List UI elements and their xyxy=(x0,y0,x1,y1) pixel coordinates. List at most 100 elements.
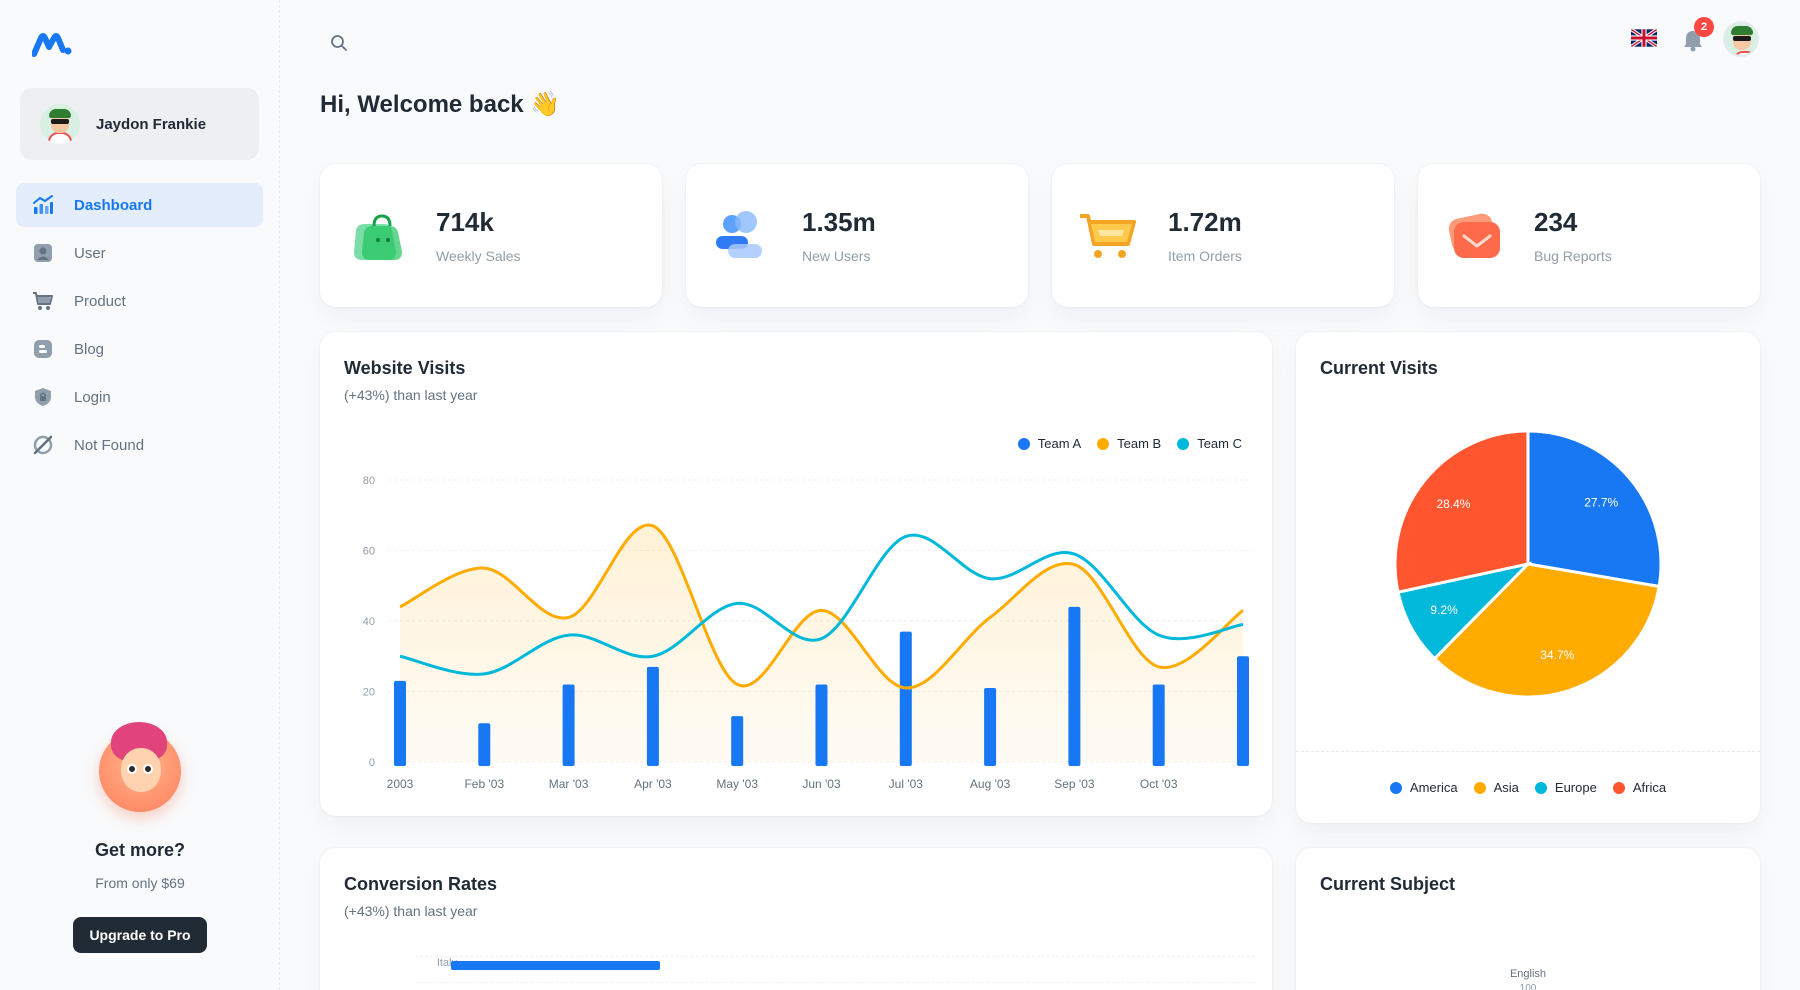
current-visits-chart: 27.7% 34.7% 9.2% 28.4% xyxy=(1393,429,1663,699)
area-fill-team-b xyxy=(400,524,1243,762)
x-tick-label: Jul '03 xyxy=(889,777,924,791)
pie-data-label: 27.7% xyxy=(1584,495,1618,509)
legend-label: Team C xyxy=(1197,436,1242,451)
stat-label: New Users xyxy=(802,248,871,264)
sidebar: Jaydon Frankie Dashboard User Product Bl… xyxy=(0,0,280,990)
x-tick-label: May '03 xyxy=(716,777,758,791)
search-icon[interactable] xyxy=(326,30,352,56)
account-name: Jaydon Frankie xyxy=(96,115,207,133)
chart-legend: Team A Team B Team C xyxy=(1002,436,1242,451)
radar-tick-label: 100 xyxy=(1519,983,1537,990)
legend-label: Europe xyxy=(1554,780,1597,795)
pie-data-label: 34.7% xyxy=(1540,648,1574,662)
sidebar-item-label: Blog xyxy=(74,340,105,358)
bar-team-a xyxy=(984,687,997,766)
x-tick-label: Jun '03 xyxy=(802,777,841,791)
legend-item[interactable]: Africa xyxy=(1612,780,1667,795)
legend-item[interactable]: Europe xyxy=(1534,780,1597,795)
sidebar-item-dashboard[interactable]: Dashboard xyxy=(16,183,263,227)
sidebar-item-product[interactable]: Product xyxy=(16,279,263,323)
sidebar-item-label: Login xyxy=(74,388,111,406)
shopping-bag-icon xyxy=(344,204,408,268)
promo-illustration xyxy=(99,722,181,812)
promo-subtitle: From only $69 xyxy=(95,875,185,891)
page-title: Hi, Welcome back 👋 xyxy=(320,91,561,118)
stat-label: Weekly Sales xyxy=(436,248,521,264)
legend-label: Team B xyxy=(1117,436,1162,451)
user-icon xyxy=(32,242,54,264)
notification-badge: 2 xyxy=(1694,17,1714,37)
analytics-icon xyxy=(32,194,54,216)
pie-data-label: 9.2% xyxy=(1430,603,1458,617)
stat-card-new-users: 1.35m New Users xyxy=(686,164,1028,307)
stat-value: 234 xyxy=(1534,207,1578,237)
pie-slice xyxy=(1432,562,1661,699)
stat-value: 1.72m xyxy=(1168,207,1242,237)
stat-card-bug-reports: 234 Bug Reports xyxy=(1418,164,1760,307)
legend-swatch xyxy=(1534,781,1547,794)
card-title: Current Visits xyxy=(1320,358,1438,378)
legend-label: America xyxy=(1409,780,1458,795)
legend-label: Africa xyxy=(1632,780,1667,795)
stat-label: Bug Reports xyxy=(1534,248,1612,264)
card-title: Conversion Rates xyxy=(344,874,498,894)
language-flag-icon[interactable] xyxy=(1631,28,1657,48)
lock-icon xyxy=(32,386,54,408)
pie-slice xyxy=(1393,429,1530,594)
sidebar-item-not-found[interactable]: Not Found xyxy=(16,423,263,467)
stat-value: 1.35m xyxy=(802,207,876,237)
stat-card-item-orders: 1.72m Item Orders xyxy=(1052,164,1394,307)
x-tick-label: Feb '03 xyxy=(464,777,504,791)
website-visits-card: Website Visits (+43%) than last year Tea… xyxy=(320,332,1272,816)
y-tick-label: 20 xyxy=(363,687,375,699)
sidebar-item-label: Product xyxy=(74,292,126,310)
upgrade-promo: Get more? From only $69 Upgrade to Pro xyxy=(0,722,280,953)
bar-team-a xyxy=(1237,656,1249,766)
legend-item[interactable]: America xyxy=(1389,780,1458,795)
cart-icon xyxy=(32,290,54,312)
sidebar-item-label: User xyxy=(74,244,106,262)
legend-item[interactable]: Team A xyxy=(1017,436,1082,451)
sidebar-item-login[interactable]: Login xyxy=(16,375,263,419)
envelope-icon xyxy=(1442,204,1506,268)
legend-swatch xyxy=(1612,781,1625,794)
upgrade-button[interactable]: Upgrade to Pro xyxy=(73,917,207,953)
x-tick-label: Oct '03 xyxy=(1140,777,1178,791)
current-visits-card: Current Visits 27.7% 34.7% 9.2% 28.4% Ameri… xyxy=(1296,332,1760,823)
sidebar-item-blog[interactable]: Blog xyxy=(16,327,263,371)
account-avatar[interactable] xyxy=(1723,21,1759,57)
x-tick-label: Mar '03 xyxy=(549,777,589,791)
legend-item[interactable]: Team C xyxy=(1177,436,1242,451)
legend-item[interactable]: Team B xyxy=(1097,436,1161,451)
y-tick-label: 80 xyxy=(363,475,375,487)
x-tick-label: Apr '03 xyxy=(634,777,672,791)
legend-swatch xyxy=(1473,781,1486,794)
y-tick-label: 40 xyxy=(363,616,375,628)
legend-label: Team A xyxy=(1037,436,1082,451)
card-title: Website Visits xyxy=(344,358,466,378)
stat-card-weekly-sales: 714k Weekly Sales xyxy=(320,164,662,307)
users-icon xyxy=(710,204,774,268)
line-team-b xyxy=(399,523,1244,690)
blog-icon xyxy=(32,338,54,360)
legend-item[interactable]: Asia xyxy=(1473,780,1519,795)
card-subtitle: (+43%) than last year xyxy=(344,903,478,919)
stat-value: 714k xyxy=(436,207,494,237)
logo-icon[interactable] xyxy=(32,30,72,60)
account-card[interactable]: Jaydon Frankie xyxy=(20,88,259,160)
sidebar-item-user[interactable]: User xyxy=(16,231,263,275)
conversion-rates-card: Conversion Rates (+43%) than last year I… xyxy=(320,848,1272,990)
x-tick-label: 2003 xyxy=(387,777,414,791)
x-tick-label: Sep '03 xyxy=(1054,777,1095,791)
x-tick-label: Aug '03 xyxy=(970,777,1011,791)
radar-axis-label: English xyxy=(1509,968,1547,980)
card-title: Current Subject xyxy=(1320,874,1456,894)
bar-team-a xyxy=(1068,606,1081,766)
disabled-icon xyxy=(32,434,54,456)
cart-icon xyxy=(1076,204,1140,268)
stat-label: Item Orders xyxy=(1168,248,1242,264)
pie-data-label: 28.4% xyxy=(1436,497,1470,511)
pie-slice xyxy=(1526,429,1663,589)
legend-swatch xyxy=(1017,437,1030,450)
line-team-c xyxy=(399,533,1244,676)
